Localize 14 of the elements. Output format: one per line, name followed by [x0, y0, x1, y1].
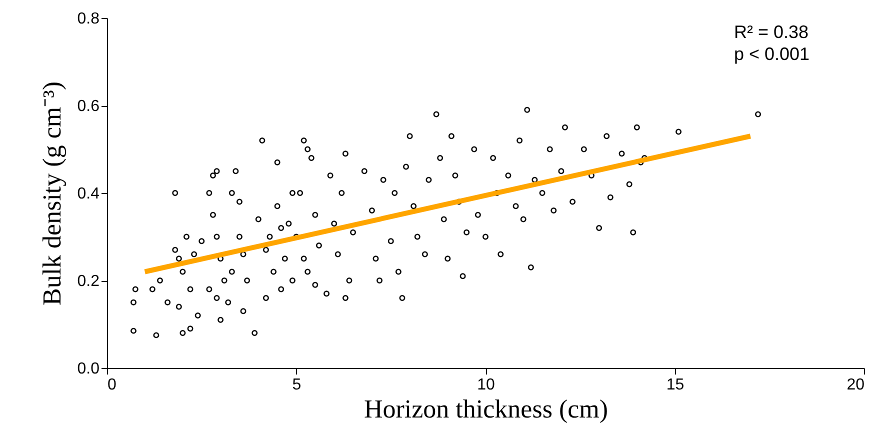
x-tick-label: 10 — [477, 376, 495, 394]
x-tick-label: 5 — [292, 376, 302, 394]
x-axis-title: Horizon thickness (cm) — [364, 394, 608, 424]
y-tick-label: 0.2 — [77, 273, 100, 290]
y-axis-title: Bulk density (g cm⁻³) — [37, 81, 66, 306]
y-tick-label: 0.0 — [77, 360, 100, 378]
y-tick-label: 0.8 — [77, 10, 100, 28]
y-tick-label: 0.4 — [77, 186, 100, 202]
annotation: p < 0.001 — [734, 44, 810, 64]
x-tick-label: 15 — [666, 376, 684, 394]
y-tick-label: 0.6 — [77, 98, 100, 115]
x-tick-label: 0 — [108, 376, 116, 394]
x-tick-label: 20 — [846, 376, 865, 394]
annotation: R² = 0.38 — [734, 22, 809, 42]
